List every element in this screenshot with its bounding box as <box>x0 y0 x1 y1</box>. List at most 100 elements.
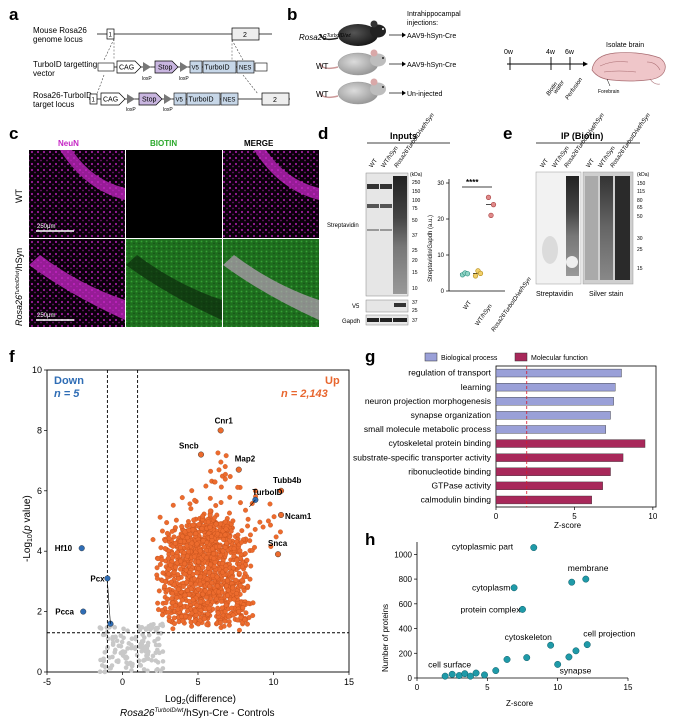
svg-text:100: 100 <box>412 198 421 204</box>
f-up-point <box>172 621 177 627</box>
f-up-point <box>185 587 190 593</box>
exon-2-box <box>231 27 260 41</box>
svg-text:37: 37 <box>412 300 418 306</box>
f-up-point <box>196 566 201 572</box>
f-gene-point <box>80 608 87 615</box>
svg-text:15: 15 <box>412 270 418 276</box>
d-xcat1: WT <box>463 300 473 311</box>
d-yticks: 0 10 20 30 <box>437 181 449 295</box>
f-up-point <box>225 578 230 584</box>
f-up-point <box>189 540 195 546</box>
target-v5: V5 <box>176 98 184 104</box>
f-up-point <box>208 468 214 474</box>
panel-label-a: a <box>9 5 19 24</box>
f-grey-point <box>98 626 104 631</box>
f-up-point <box>166 571 172 577</box>
f-up-point <box>207 583 213 589</box>
f-grey-point <box>129 645 134 651</box>
f-up-point <box>192 618 198 624</box>
f-up-point <box>230 585 236 591</box>
f-up-point <box>164 587 170 593</box>
f-ytick-label: 4 <box>37 546 42 556</box>
f-gene-point <box>278 511 285 518</box>
f-up-point <box>189 488 195 494</box>
mouse-grey-icon-1 <box>319 49 386 76</box>
f-grey-point <box>160 649 166 654</box>
h-point <box>472 669 480 677</box>
f-grey-point <box>160 659 166 664</box>
d-ytick-label: 20 <box>437 217 444 223</box>
f-ytick-label: 0 <box>37 667 42 677</box>
f-gene-label: Tubb4b <box>273 476 301 485</box>
h-point <box>554 660 562 668</box>
f-up-point <box>217 620 223 626</box>
f-up-point <box>268 522 273 528</box>
h-point-label: synapse <box>560 665 592 675</box>
f-up-point <box>162 538 168 544</box>
svg-text:65: 65 <box>637 205 643 211</box>
h-ytick-label: 600 <box>399 600 413 609</box>
f-up-point <box>155 600 161 606</box>
row-wt-label: WT <box>14 189 24 203</box>
f-grey-point <box>137 627 143 633</box>
f-up-point <box>182 529 188 535</box>
panel-label-e: e <box>503 124 512 143</box>
f-up-point <box>175 606 181 612</box>
f-up-point <box>179 495 185 501</box>
g-category-label: ribonucleotide binding <box>408 466 491 476</box>
exon-1-label: 1 <box>109 33 113 39</box>
f-up-point <box>247 576 253 582</box>
f-up-point <box>190 527 196 533</box>
f-up-point <box>245 583 251 589</box>
f-up-point <box>171 534 177 540</box>
h-ytick-label: 400 <box>399 625 413 634</box>
target-exon-1: 1 <box>92 98 96 104</box>
f-up-point <box>199 526 205 531</box>
h-ylabel: Number of proteins <box>381 604 390 672</box>
f-grey-point <box>121 626 126 632</box>
f-up-point <box>178 538 184 544</box>
f-grey-point <box>156 642 162 648</box>
f-grey-point <box>150 653 156 659</box>
f-grey-point <box>132 646 138 652</box>
target-cag: CAG <box>103 97 118 104</box>
f-up-point <box>171 582 177 588</box>
f-up-point <box>156 607 161 613</box>
f-up-point <box>203 555 209 561</box>
f-up-point <box>245 523 251 529</box>
f-up-point <box>231 596 237 602</box>
f-up-point <box>222 532 228 538</box>
f-up-point <box>179 524 185 529</box>
nes-label: NES <box>239 66 251 72</box>
g-category-label: synapse organization <box>411 410 492 420</box>
f-grey-point <box>153 642 159 648</box>
f-gene-point <box>104 575 111 582</box>
f-up-point <box>221 537 226 543</box>
f-gene-point <box>235 466 242 473</box>
target-loxp-1: loxP <box>126 107 136 113</box>
h-ytick-label: 800 <box>399 575 413 584</box>
h-point-label: cytoplasm <box>472 583 510 593</box>
f-up-point <box>230 518 236 524</box>
h-point-label: cell surface <box>428 659 471 669</box>
f-up-point <box>239 528 245 534</box>
h-point <box>583 641 591 649</box>
panel-label-f: f <box>9 347 15 366</box>
f-up-point <box>213 503 219 508</box>
f-up-point <box>244 557 250 563</box>
f-up-point <box>233 577 239 583</box>
f-up-point <box>198 574 204 580</box>
f-up-point <box>230 612 236 618</box>
d-point <box>485 194 492 200</box>
f-grey-point <box>160 666 166 671</box>
f-grey-point <box>102 650 108 655</box>
f-up-point <box>214 574 220 580</box>
panel-a-construct: Mouse Rosa26 genome locus TurboID target… <box>33 26 290 113</box>
svg-text:80: 80 <box>637 198 643 204</box>
f-ytick-label: 6 <box>37 486 42 496</box>
f-up-point <box>176 576 181 582</box>
f-up-point <box>191 576 197 582</box>
f-grey-point <box>153 628 159 633</box>
